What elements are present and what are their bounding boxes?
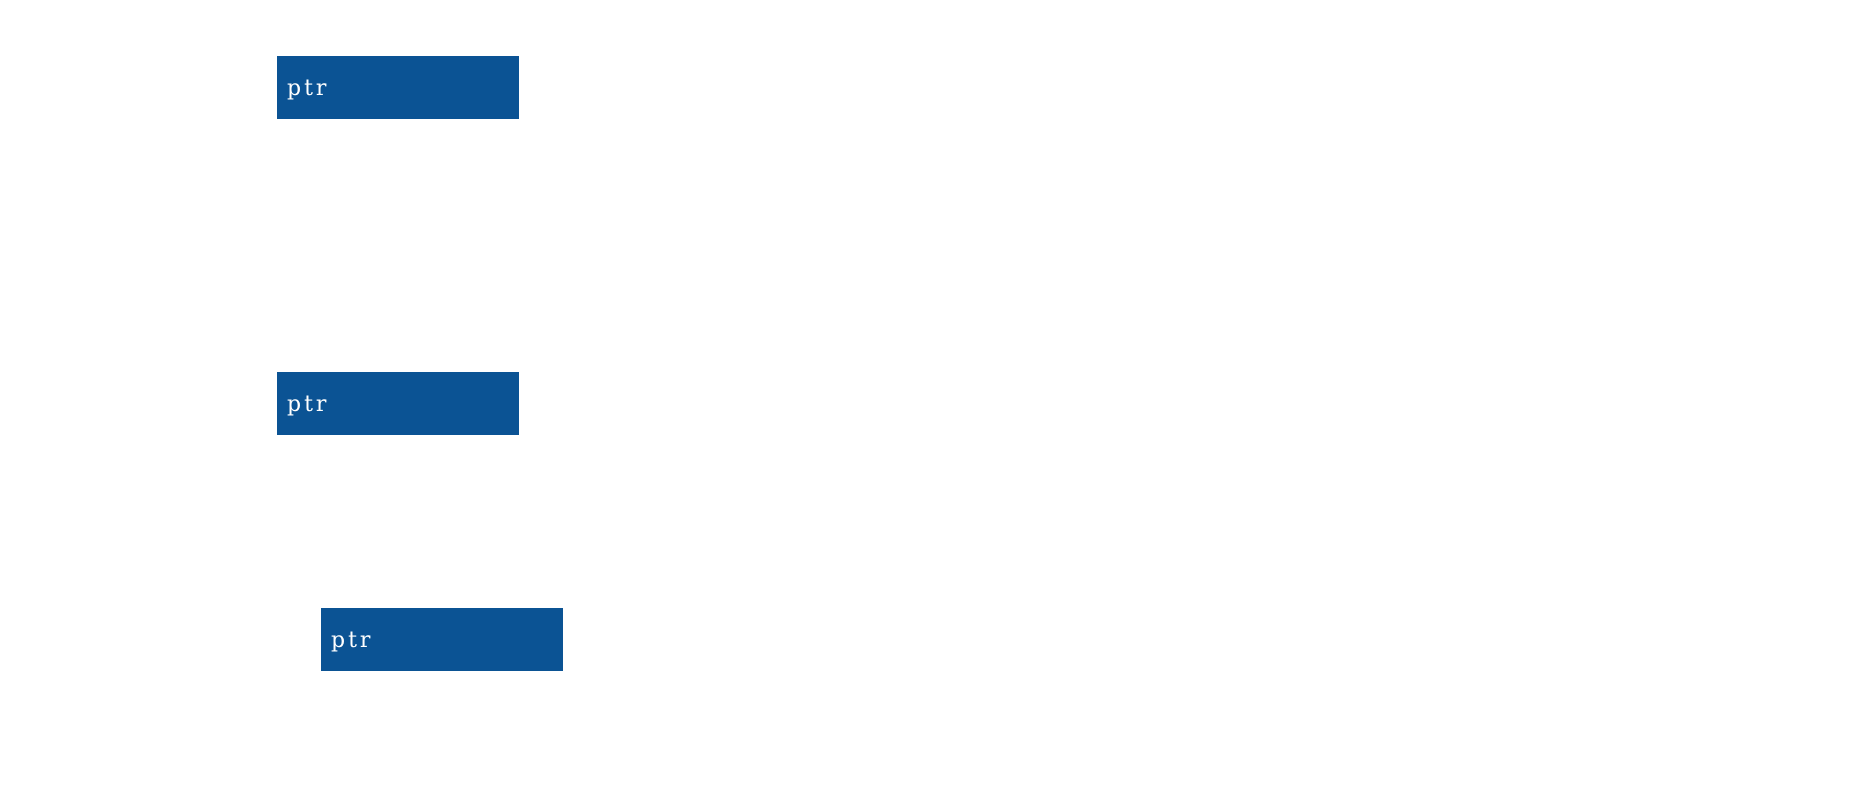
- pointer-box-3: ptr: [321, 608, 563, 671]
- pointer-box-2: ptr: [277, 372, 519, 435]
- pointer-label-1: ptr: [287, 75, 330, 101]
- pointer-label-3: ptr: [331, 627, 374, 653]
- pointer-label-2: ptr: [287, 391, 330, 417]
- pointer-box-1: ptr: [277, 56, 519, 119]
